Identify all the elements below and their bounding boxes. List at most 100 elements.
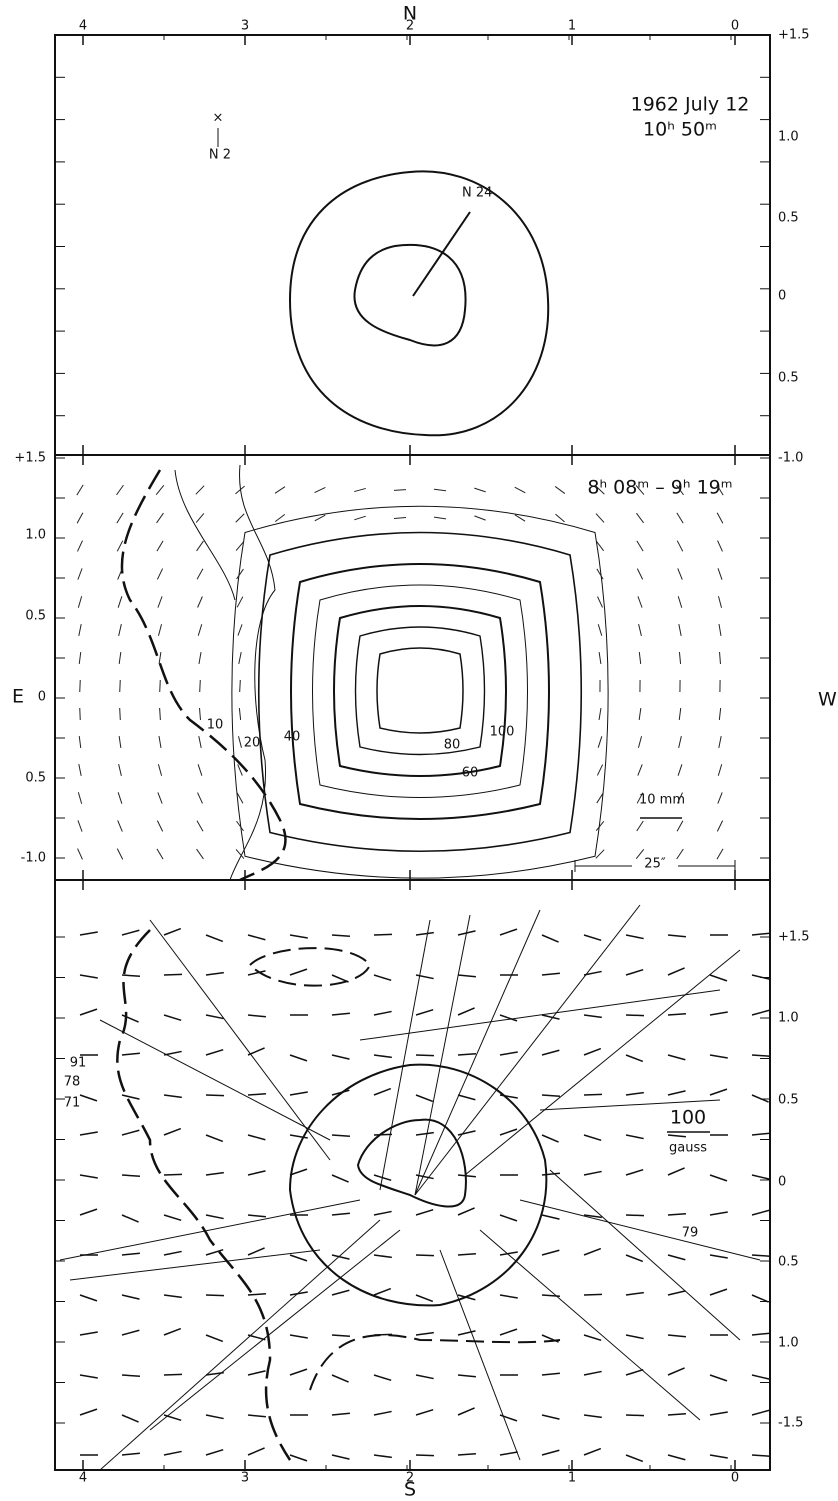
- contour: [257, 531, 583, 853]
- field-vector: [149, 1229, 401, 1431]
- field-tick: [638, 651, 642, 665]
- field-vector: [457, 930, 476, 936]
- field-vector: [583, 1014, 602, 1019]
- field-tick: [196, 820, 204, 832]
- field-vector: [331, 1174, 349, 1183]
- field-vector: [373, 1210, 392, 1216]
- field-vector: [247, 1293, 267, 1296]
- contour: [312, 584, 528, 798]
- field-tick: [677, 596, 683, 608]
- field-tick: [117, 596, 123, 608]
- field-vector: [457, 1453, 477, 1456]
- field-vector: [121, 1329, 140, 1336]
- field-tick: [77, 596, 83, 608]
- field-vector: [163, 927, 182, 936]
- field-tick: [116, 848, 124, 860]
- field-vector: [205, 1094, 225, 1097]
- field-vector: [751, 974, 770, 980]
- field-vector: [163, 1414, 182, 1422]
- field-vector: [205, 971, 224, 976]
- field-vector: [121, 1052, 140, 1056]
- field-vector: [541, 1049, 560, 1056]
- side-tick-label: 0.5: [778, 211, 799, 226]
- field-vector: [205, 1048, 224, 1056]
- top-tick-label: 1: [568, 19, 576, 34]
- field-vector: [667, 1413, 687, 1416]
- field-tick: [595, 821, 605, 831]
- field-tick: [77, 540, 83, 552]
- field-vector: [373, 1054, 392, 1059]
- field-vector: [247, 1047, 265, 1056]
- field-vector: [331, 974, 349, 983]
- field-tick: [77, 820, 83, 832]
- field-vector: [625, 934, 644, 940]
- field-vector: [247, 1093, 267, 1096]
- field-vector: [415, 1131, 434, 1136]
- field-tick: [678, 736, 682, 748]
- field-vector: [247, 1134, 266, 1141]
- field-vector: [373, 1010, 392, 1016]
- field-vector: [121, 929, 140, 936]
- field-vector: [289, 1254, 308, 1262]
- field-vector: [121, 1214, 139, 1223]
- scale-label: 100: [670, 1107, 706, 1129]
- panel-subtitle: 10ʰ 50ᵐ: [643, 119, 717, 141]
- field-vector: [541, 1094, 561, 1097]
- field-tick: [596, 764, 604, 776]
- field-vector: [373, 1133, 393, 1136]
- side-tick-label: 1.0: [778, 1336, 799, 1351]
- field-vector: [751, 1174, 770, 1180]
- side-tick-label: 0.5: [25, 771, 46, 786]
- scale-label: gauss: [669, 1141, 707, 1156]
- field-vector: [163, 1127, 182, 1136]
- field-tick: [636, 568, 644, 580]
- field-tick: [198, 736, 202, 748]
- field-vector: [583, 1293, 603, 1296]
- field-vector: [625, 1134, 644, 1140]
- field-vector: [79, 931, 98, 936]
- side-tick-label: 0: [778, 289, 786, 304]
- field-tick: [235, 849, 245, 859]
- contour-label: 80: [444, 738, 461, 753]
- field-tick: [637, 736, 643, 748]
- field-vector: [541, 1172, 560, 1176]
- field-vector: [331, 1374, 349, 1383]
- field-vector: [205, 1371, 224, 1376]
- field-vector: [499, 928, 518, 936]
- field-tick: [237, 764, 243, 776]
- contour: [356, 1118, 467, 1208]
- field-vector: [331, 1089, 350, 1096]
- field-vector: [541, 1414, 560, 1420]
- field-tick: [635, 848, 645, 860]
- field-tick: [638, 707, 642, 721]
- field-vector: [121, 1174, 141, 1177]
- field-vector: [163, 1050, 182, 1056]
- top-tick-label: 4: [79, 19, 87, 34]
- field-tick: [77, 792, 83, 804]
- field-vector: [625, 1254, 644, 1263]
- field-tick: [236, 820, 244, 832]
- field-tick: [595, 849, 605, 859]
- field-vector: [541, 1334, 559, 1343]
- field-vector: [289, 1134, 308, 1139]
- field-tick: [117, 568, 123, 580]
- field-vector: [163, 1014, 182, 1022]
- field-vector: [541, 934, 559, 943]
- field-vector: [79, 974, 98, 979]
- field-tick: [598, 651, 602, 665]
- field-vector: [79, 1331, 98, 1336]
- field-vector: [205, 1294, 225, 1297]
- field-vector: [415, 1054, 435, 1057]
- field-vector: [121, 1252, 140, 1256]
- field-vector: [541, 1134, 559, 1143]
- field-tick: [119, 679, 121, 693]
- field-tick: [598, 707, 602, 721]
- field-tick: [514, 514, 526, 522]
- field-vector: [464, 949, 741, 1176]
- field-vector: [99, 1019, 331, 1141]
- field-vector: [457, 1130, 476, 1136]
- field-vector: [625, 1334, 644, 1340]
- annotation: 71: [64, 1096, 81, 1111]
- field-tick: [117, 792, 123, 804]
- field-vector: [667, 1167, 685, 1176]
